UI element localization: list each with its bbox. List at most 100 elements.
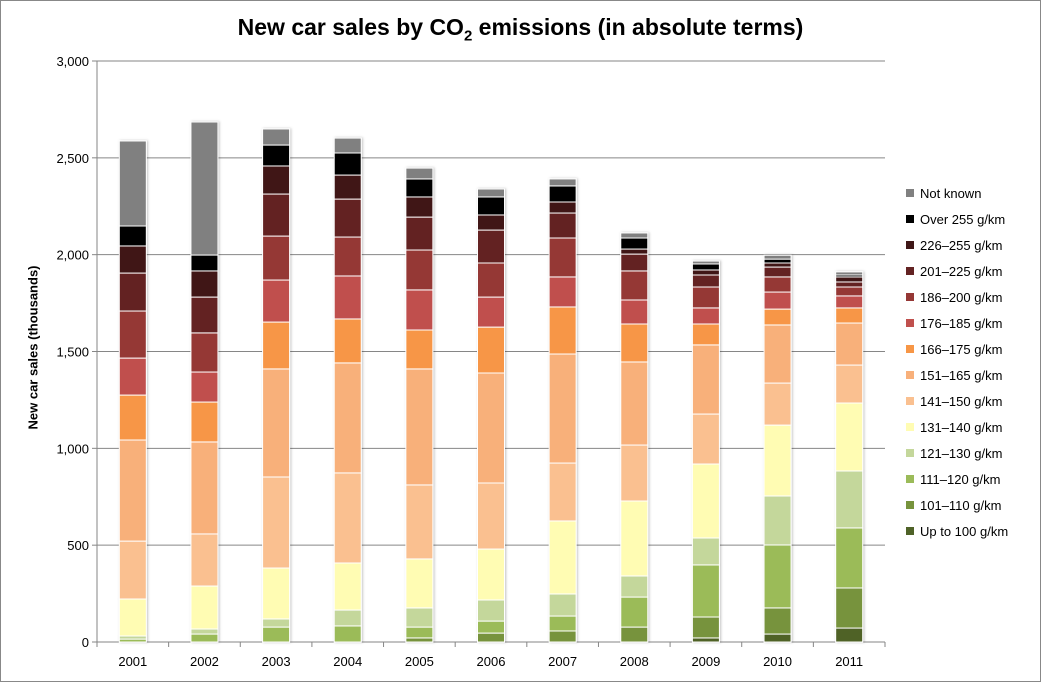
y-tick-label: 2,500 [56,151,89,166]
bar-segment [262,618,291,628]
bar-segment [691,263,720,271]
x-tick-label: 2004 [333,654,362,669]
bar-segment [620,323,649,363]
bar-segment [118,310,147,359]
bar-segment [548,212,577,239]
x-tick-label: 2007 [548,654,577,669]
bar-segment [118,140,147,227]
bar-segment [763,262,792,268]
bar-stack-2007 [548,178,577,643]
x-tick-label: 2005 [405,654,434,669]
legend-swatch [906,371,914,379]
bar-segment [477,632,505,643]
bar-segment [333,318,362,364]
legend-label: Over 255 g/km [920,212,1005,227]
bar-segment [118,225,147,247]
title-subscript: 2 [463,27,473,45]
bar-segment [333,275,362,320]
bar-segment [405,637,434,643]
x-tick-label: 2011 [835,654,863,669]
legend-label: 226–255 g/km [920,238,1002,253]
bar-segment [405,196,434,218]
bar-stack-2010 [763,254,792,643]
bar-segment [262,626,291,643]
bar-segment [190,441,219,535]
bar-segment [835,470,864,529]
legend-label: 111–120 g/km [920,472,1000,487]
bar-segment [548,237,577,278]
bar-segment [763,254,792,260]
x-tick-label: 2010 [763,654,792,669]
x-tick-label: 2009 [691,654,720,669]
bar-stack-2004 [333,137,362,643]
bar-segment [763,276,792,293]
bar-segment [548,201,577,214]
bar-segment [405,178,434,198]
legend-swatch [906,449,914,457]
bar-segment [262,193,291,237]
legend-swatch [906,319,914,327]
bar-segment [548,520,577,595]
bar-segment [691,463,720,539]
bar-segment [405,484,434,560]
legend-label: 186–200 g/km [920,290,1002,305]
bar-segment [620,361,649,446]
bar-segment [763,291,792,310]
bar-segment [333,174,362,200]
y-tick-label: 500 [67,538,89,553]
bar-segment [691,637,720,643]
bar-segment [691,307,720,325]
bar-segment [691,286,720,309]
legend-label: Up to 100 g/km [920,524,1008,539]
bar-segment [477,214,505,231]
bar-segment [620,626,649,643]
bar-segment [763,424,792,497]
bar-segment [262,128,291,146]
bar-segment [405,216,434,251]
bar-segment [835,276,864,283]
bar-segment [548,615,577,632]
bar-segment [190,628,219,635]
title-text: New car sales by CO [237,14,464,40]
bar-segment [262,567,291,620]
bar-segment [548,276,577,308]
bar-segment [333,198,362,238]
bar-segment [477,372,505,484]
bar-segment [190,533,219,587]
bar-segment [262,368,291,478]
bar-segment [405,626,434,639]
bar-segment [262,321,291,370]
bar-segment [835,364,864,404]
bar-segment [333,236,362,277]
bar-segment [763,544,792,609]
legend-swatch [906,527,914,535]
legend-swatch [906,475,914,483]
bar-segment [691,616,720,639]
bar-segment [405,558,434,609]
y-tick-label: 2,000 [56,248,89,263]
bar-segment [620,444,649,502]
y-tick-label: 1,000 [56,441,89,456]
bar-segment [691,344,720,415]
bar-stack-2006 [477,188,505,643]
bar-stack-2001 [118,140,147,643]
legend-swatch [906,241,914,249]
bar-segment [333,562,362,611]
legend-label: 121–130 g/km [920,446,1002,461]
bar-segment [333,362,362,474]
bar-segment [620,500,649,577]
y-tick-label: 0 [82,635,89,650]
bar-stack-2003 [262,128,291,643]
y-tick-label: 1,500 [56,345,89,360]
bar-segment [333,137,362,154]
x-tick-label: 2002 [190,654,219,669]
legend-swatch [906,501,914,509]
bar-segment [190,332,219,373]
bar-segment [763,495,792,546]
bar-segment [118,598,147,637]
bar-stack-2011 [835,271,864,643]
bar-segment [835,627,864,643]
legend-label: 201–225 g/km [920,264,1002,279]
bar-segment [477,296,505,328]
